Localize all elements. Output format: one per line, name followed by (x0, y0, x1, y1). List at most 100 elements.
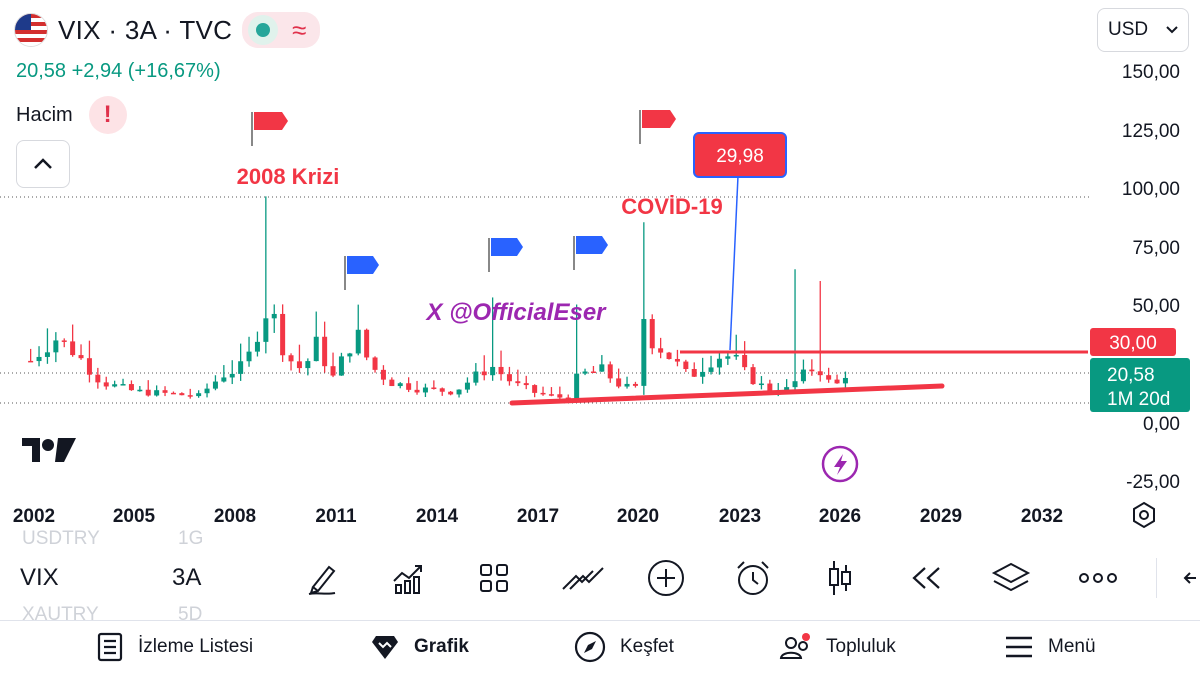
toolbar-symbol[interactable]: VIX (20, 556, 80, 600)
candle-body (204, 388, 210, 394)
level-price-label[interactable] (1090, 328, 1176, 356)
nav-explore-label: Keşfet (620, 636, 674, 657)
nav-menu[interactable]: Menü (1004, 628, 1096, 666)
pen-icon[interactable] (300, 556, 344, 600)
chart-settings-icon[interactable] (1133, 501, 1155, 529)
alarm-icon[interactable] (731, 556, 775, 600)
candle-body (842, 377, 848, 384)
candle-body (338, 356, 344, 376)
candle-body (666, 352, 672, 359)
candles-icon[interactable] (818, 556, 862, 600)
candle-body (607, 364, 613, 379)
tradingview-logo (22, 438, 76, 462)
candle-body (481, 371, 487, 376)
candle-body (28, 360, 34, 363)
candle-body (196, 393, 202, 397)
market-open-icon (248, 15, 279, 45)
candle-body (574, 373, 580, 402)
candle-body (389, 379, 395, 387)
candle-body (448, 391, 454, 395)
replay-icon[interactable] (904, 556, 948, 600)
candle-body (313, 336, 319, 362)
candle-body (439, 388, 445, 392)
last-price-label[interactable] (1090, 358, 1190, 412)
candle-body (683, 361, 689, 370)
nav-explore[interactable]: Keşfet (574, 628, 674, 666)
candle-body (212, 381, 218, 389)
candle-body (322, 336, 328, 367)
nav-watchlist[interactable]: İzleme Listesi (96, 628, 253, 666)
more-icon[interactable] (1076, 556, 1120, 600)
currency-select[interactable]: USD (1097, 8, 1189, 52)
candle-body (456, 389, 462, 395)
candle-body (221, 377, 227, 382)
candle-body (380, 369, 386, 380)
nav-watchlist-label: İzleme Listesi (138, 636, 254, 657)
toolbar-interval[interactable]: 3A (172, 556, 222, 600)
blue-flag-2018[interactable] (573, 236, 608, 270)
nav-community[interactable]: Topluluk (778, 628, 896, 666)
trend-tools-icon[interactable] (558, 556, 608, 600)
annotation-2008-crisis[interactable]: 2008 Krizi (237, 164, 340, 189)
red-flag-2008[interactable] (251, 112, 288, 146)
candle-body (523, 383, 529, 386)
symbol-title[interactable]: VIX · 3A · TVC (58, 14, 233, 45)
candle-body (540, 392, 546, 395)
candle-body (792, 381, 798, 388)
symbol-header[interactable]: VIX · 3A · TVC ≈ (14, 12, 321, 48)
candle-body (70, 341, 76, 356)
candle-body (616, 378, 622, 387)
annotation-covid[interactable]: COVİD-19 (621, 194, 722, 219)
callout-value: 29,98 (716, 146, 764, 167)
blue-flag-2016[interactable] (488, 238, 523, 272)
toolbar-interval-text: 3A (172, 564, 202, 591)
red-flag-2020[interactable] (639, 110, 676, 144)
volume-indicator[interactable]: Hacim ! (16, 96, 127, 134)
price-chart[interactable]: 2008 Krizi COVİD-19 X @OfficialEser 29,9… (0, 0, 1200, 540)
candle-body (624, 383, 630, 387)
ghost-symbol-below: XAUTRY (22, 604, 99, 625)
nav-chart-label: Grafik (414, 636, 469, 657)
candle-body (733, 354, 739, 357)
grid-icon[interactable] (472, 556, 516, 600)
x-tick-2020: 2020 (617, 506, 659, 527)
support-trendline[interactable] (509, 383, 945, 406)
candle-body (464, 382, 470, 390)
chevron-down-icon (1166, 26, 1178, 34)
scroll-left-icon[interactable] (1180, 556, 1200, 600)
candle-body (582, 371, 588, 374)
candle-body (716, 358, 722, 368)
market-status-pill[interactable]: ≈ (242, 12, 321, 48)
candle-body (372, 357, 378, 370)
level-price-text: 30,00 (1109, 333, 1157, 354)
y-tick-0: 0,00 (1143, 414, 1180, 435)
menu-icon (1006, 636, 1032, 658)
x-tick-2026: 2026 (819, 506, 861, 527)
layers-icon[interactable] (989, 556, 1033, 600)
candle-body (515, 381, 521, 384)
warning-icon[interactable]: ! (88, 96, 127, 134)
callout-box[interactable] (693, 132, 787, 178)
candle-body (800, 369, 806, 382)
blue-flag-2011[interactable] (344, 256, 379, 290)
add-icon[interactable] (644, 556, 688, 600)
toolbar-separator (1156, 558, 1157, 598)
candle-body (280, 313, 286, 356)
bottom-navigation (0, 620, 1200, 676)
candle-body (364, 329, 370, 358)
candle-body (490, 366, 496, 376)
watermark-author: X @OfficialEser (424, 299, 607, 326)
candle-body (187, 395, 193, 397)
collapse-legend-button[interactable] (16, 140, 70, 188)
candle-body (414, 389, 420, 393)
indicators-icon[interactable] (386, 556, 430, 600)
lightning-button[interactable] (821, 445, 859, 483)
candle-body (532, 385, 538, 393)
y-tick-100: 100,00 (1122, 179, 1180, 200)
nav-community-label: Topluluk (826, 636, 896, 657)
candle-body (154, 390, 160, 396)
nav-chart[interactable]: Grafik (370, 628, 469, 666)
candle-body (767, 383, 773, 394)
chevron-up-icon (34, 158, 52, 169)
last-price-text: 20,58 (1107, 365, 1155, 386)
